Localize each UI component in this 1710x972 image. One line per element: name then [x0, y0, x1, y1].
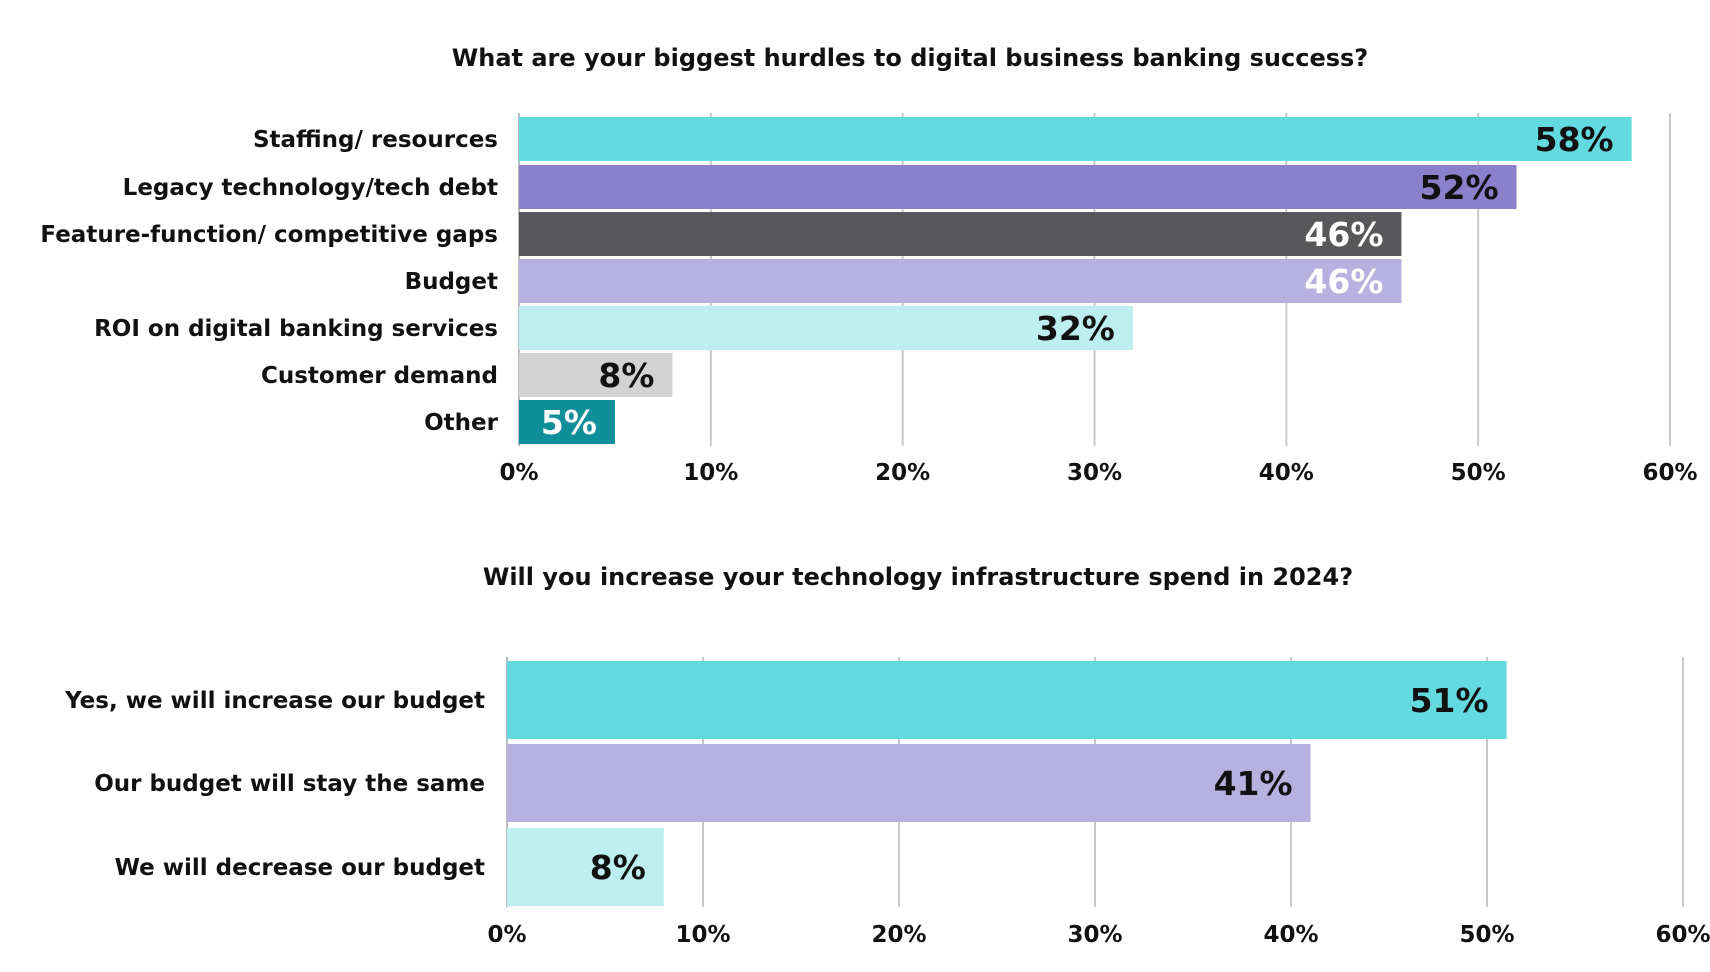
x-tick-label: 40%	[1263, 922, 1318, 948]
category-label: Customer demand	[261, 363, 498, 389]
x-tick-label: 30%	[1067, 460, 1122, 486]
data-label: 52%	[1420, 168, 1499, 207]
x-tick-label: 40%	[1259, 460, 1314, 486]
bar	[519, 117, 1632, 161]
x-tick-label: 20%	[875, 460, 930, 486]
bar	[519, 165, 1517, 209]
data-label: 32%	[1036, 309, 1115, 348]
category-label: ROI on digital banking services	[94, 316, 498, 342]
x-tick-label: 0%	[487, 922, 526, 948]
x-tick-label: 50%	[1459, 922, 1514, 948]
category-label: Our budget will stay the same	[94, 771, 485, 797]
category-label: Feature-function/ competitive gaps	[40, 222, 498, 248]
data-label: 58%	[1535, 120, 1614, 159]
category-label: We will decrease our budget	[115, 855, 485, 881]
data-label: 8%	[598, 356, 654, 395]
data-label: 8%	[590, 848, 646, 887]
data-label: 41%	[1214, 764, 1293, 803]
bar	[519, 400, 615, 444]
chart-title: What are your biggest hurdles to digital…	[452, 44, 1368, 72]
data-label: 51%	[1410, 681, 1489, 720]
category-label: Budget	[405, 269, 498, 295]
bar	[519, 306, 1133, 350]
category-label: Staffing/ resources	[253, 127, 498, 153]
hurdles-chart: What are your biggest hurdles to digital…	[40, 44, 1697, 486]
category-label: Legacy technology/tech debt	[123, 175, 498, 201]
bar	[519, 212, 1402, 256]
data-label: 46%	[1304, 262, 1383, 301]
bar	[519, 353, 673, 397]
x-tick-label: 60%	[1655, 922, 1710, 948]
x-tick-label: 30%	[1067, 922, 1122, 948]
spend-chart: Will you increase your technology infras…	[64, 563, 1710, 948]
x-tick-label: 60%	[1642, 460, 1697, 486]
chart-title: Will you increase your technology infras…	[483, 563, 1353, 591]
bar	[507, 828, 664, 906]
data-label: 5%	[541, 403, 597, 442]
bar	[507, 661, 1507, 739]
category-label: Yes, we will increase our budget	[64, 688, 485, 714]
x-tick-label: 10%	[683, 460, 738, 486]
x-tick-label: 20%	[871, 922, 926, 948]
x-tick-label: 10%	[675, 922, 730, 948]
data-label: 46%	[1304, 215, 1383, 254]
bar	[507, 744, 1311, 822]
category-label: Other	[424, 410, 499, 436]
bar	[519, 259, 1402, 303]
x-tick-label: 50%	[1451, 460, 1506, 486]
x-tick-label: 0%	[499, 460, 538, 486]
